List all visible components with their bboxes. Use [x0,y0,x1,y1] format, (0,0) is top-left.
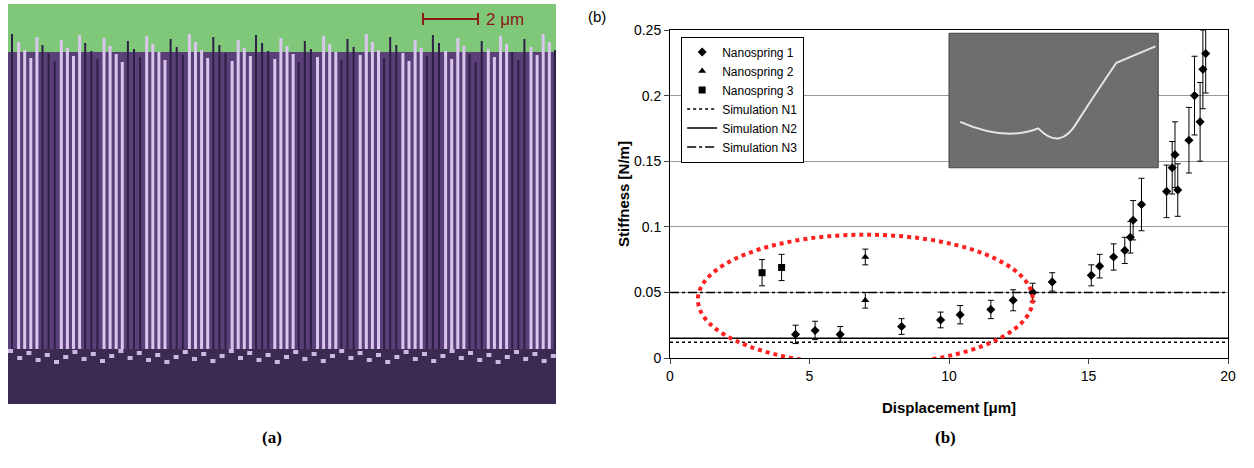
html-text:(b): (b) [935,428,956,447]
svg-text:0.2: 0.2 [642,88,662,104]
svg-text:10: 10 [941,368,957,384]
svg-text:0: 0 [666,368,674,384]
svg-text:Simulation N1: Simulation N1 [722,103,797,117]
svg-text:Nanospring 3: Nanospring 3 [722,84,794,98]
svg-text:15: 15 [1081,368,1097,384]
svg-text:Displacement [μm]: Displacement [μm] [882,399,1016,416]
svg-text:(b): (b) [588,8,606,25]
svg-text:Nanospring 2: Nanospring 2 [722,65,794,79]
svg-text:Stiffness [N/m]: Stiffness [N/m] [615,141,632,247]
svg-text:0.25: 0.25 [634,22,661,38]
svg-text:20: 20 [1220,368,1236,384]
svg-text:Nanospring 1: Nanospring 1 [722,46,794,60]
html-text:(a): (a) [262,428,282,447]
svg-text:2 μm: 2 μm [486,10,524,29]
svg-text:0: 0 [653,350,661,366]
svg-text:Simulation N3: Simulation N3 [722,141,797,155]
svg-text:0.1: 0.1 [642,219,662,235]
svg-text:5: 5 [806,368,814,384]
svg-text:0.05: 0.05 [634,284,661,300]
svg-text:0.15: 0.15 [634,153,661,169]
svg-text:Simulation N2: Simulation N2 [722,122,797,136]
